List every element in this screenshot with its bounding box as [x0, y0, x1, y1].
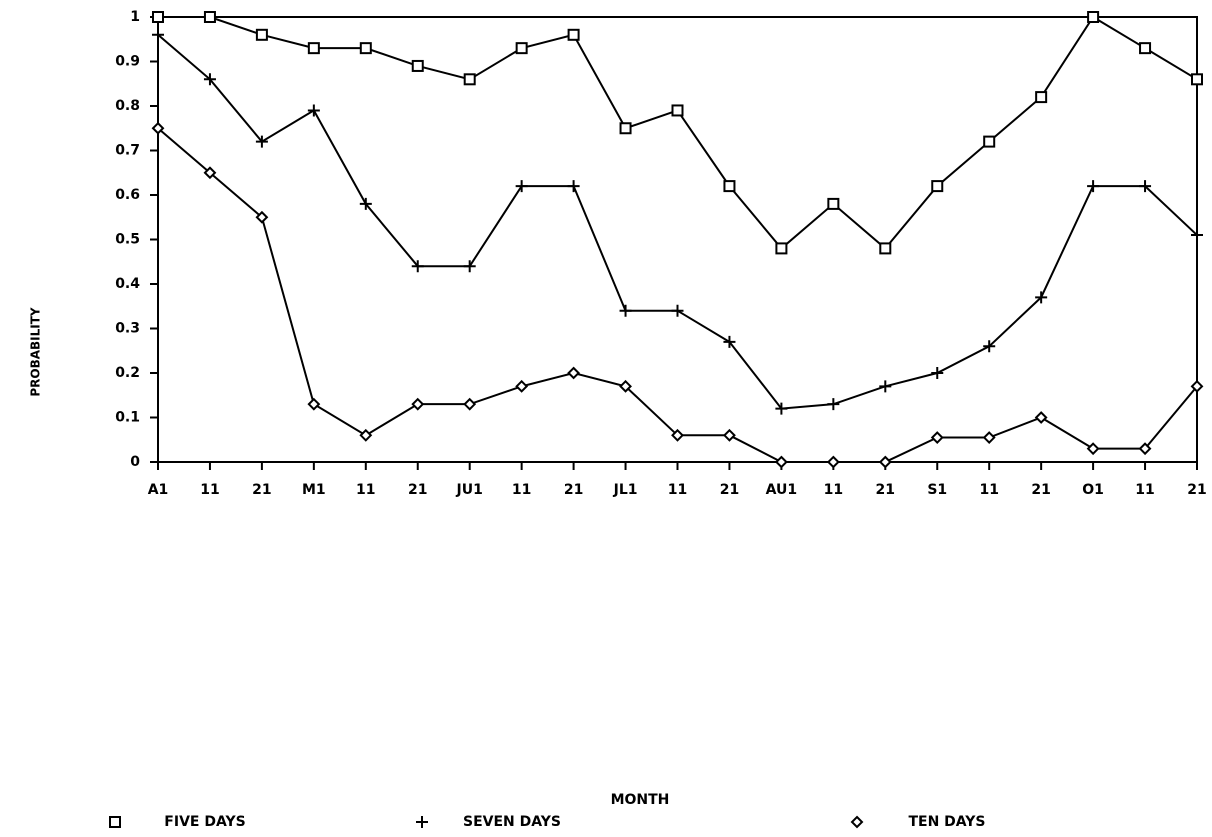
data-point: [776, 243, 786, 253]
data-point: [620, 305, 632, 317]
data-point: [413, 61, 423, 71]
data-point: [984, 433, 994, 443]
data-point: [984, 137, 994, 147]
data-point: [880, 457, 890, 467]
y-tick-label: 0: [130, 454, 140, 470]
x-tick-label: 11: [512, 482, 531, 498]
x-tick-label: 21: [1187, 482, 1206, 498]
data-point: [828, 457, 838, 467]
y-tick-label: 0.9: [115, 54, 140, 70]
data-point: [776, 457, 786, 467]
data-point: [621, 123, 631, 133]
data-point: [827, 398, 839, 410]
x-tick-label: 21: [564, 482, 583, 498]
data-point: [932, 181, 942, 191]
data-point: [1087, 180, 1099, 192]
x-tick-label: A1: [148, 482, 169, 498]
data-point: [517, 381, 527, 391]
x-tick-label: S1: [927, 482, 947, 498]
data-point: [309, 43, 319, 53]
y-tick-label: 0.8: [115, 98, 140, 114]
x-tick-label: 11: [200, 482, 219, 498]
data-point: [724, 181, 734, 191]
data-point: [464, 260, 476, 272]
legend-label: FIVE DAYS: [164, 814, 245, 830]
data-point: [1140, 43, 1150, 53]
data-point: [465, 74, 475, 84]
x-tick-label: JU1: [456, 482, 483, 498]
y-tick-label: 0.2: [115, 365, 140, 381]
data-point: [465, 399, 475, 409]
legend-marker: [852, 817, 862, 827]
data-point: [932, 433, 942, 443]
y-tick-label: 0.7: [115, 143, 140, 159]
x-tick-label: 21: [876, 482, 895, 498]
y-tick-label: 0.5: [115, 232, 140, 248]
data-point: [879, 380, 891, 392]
x-tick-label: JL1: [613, 482, 638, 498]
data-point: [1088, 444, 1098, 454]
data-point: [569, 30, 579, 40]
x-tick-label: 21: [252, 482, 271, 498]
x-tick-label: 11: [356, 482, 375, 498]
data-point: [569, 368, 579, 378]
data-point: [361, 430, 371, 440]
y-tick-label: 0.6: [115, 187, 140, 203]
data-point: [308, 104, 320, 116]
data-point: [1192, 74, 1202, 84]
legend-label: TEN DAYS: [908, 814, 985, 830]
data-point: [828, 199, 838, 209]
chart: MONTH PROBABILITY 0 0.1 0.2 0.3 0.4 0.5 0.6 0.7…: [0, 0, 1212, 837]
data-point: [568, 180, 580, 192]
y-axis-label: PROBABILITY: [29, 307, 43, 397]
data-point: [673, 105, 683, 115]
data-point: [516, 180, 528, 192]
x-tick-label: 21: [720, 482, 739, 498]
y-tick-label: 0.4: [115, 276, 140, 292]
plot-frame: [158, 17, 1197, 462]
data-point: [1036, 413, 1046, 423]
data-point: [672, 305, 684, 317]
data-point: [257, 30, 267, 40]
x-tick-label: 11: [668, 482, 687, 498]
legend-marker: [416, 816, 428, 828]
x-tick-label: 11: [979, 482, 998, 498]
data-point: [931, 367, 943, 379]
x-tick-label: 11: [824, 482, 843, 498]
x-tick-label: 11: [1135, 482, 1154, 498]
series-line: [158, 35, 1197, 409]
data-point: [1088, 12, 1098, 22]
data-point: [153, 12, 163, 22]
data-point: [413, 399, 423, 409]
data-point: [724, 430, 734, 440]
x-tick-label: 21: [408, 482, 427, 498]
data-point: [309, 399, 319, 409]
y-tick-label: 0.1: [115, 410, 140, 426]
data-point: [517, 43, 527, 53]
x-tick-label: AU1: [766, 482, 798, 498]
x-axis-label: MONTH: [611, 792, 670, 808]
data-point: [880, 243, 890, 253]
data-point: [361, 43, 371, 53]
y-tick-label: 0.3: [115, 321, 140, 337]
data-point: [205, 12, 215, 22]
legend-marker: [110, 817, 120, 827]
data-point: [1036, 92, 1046, 102]
x-tick-label: M1: [302, 482, 326, 498]
legend-label: SEVEN DAYS: [463, 814, 561, 830]
y-tick-label: 1: [130, 9, 140, 25]
x-tick-label: O1: [1082, 482, 1104, 498]
x-tick-label: 21: [1031, 482, 1050, 498]
